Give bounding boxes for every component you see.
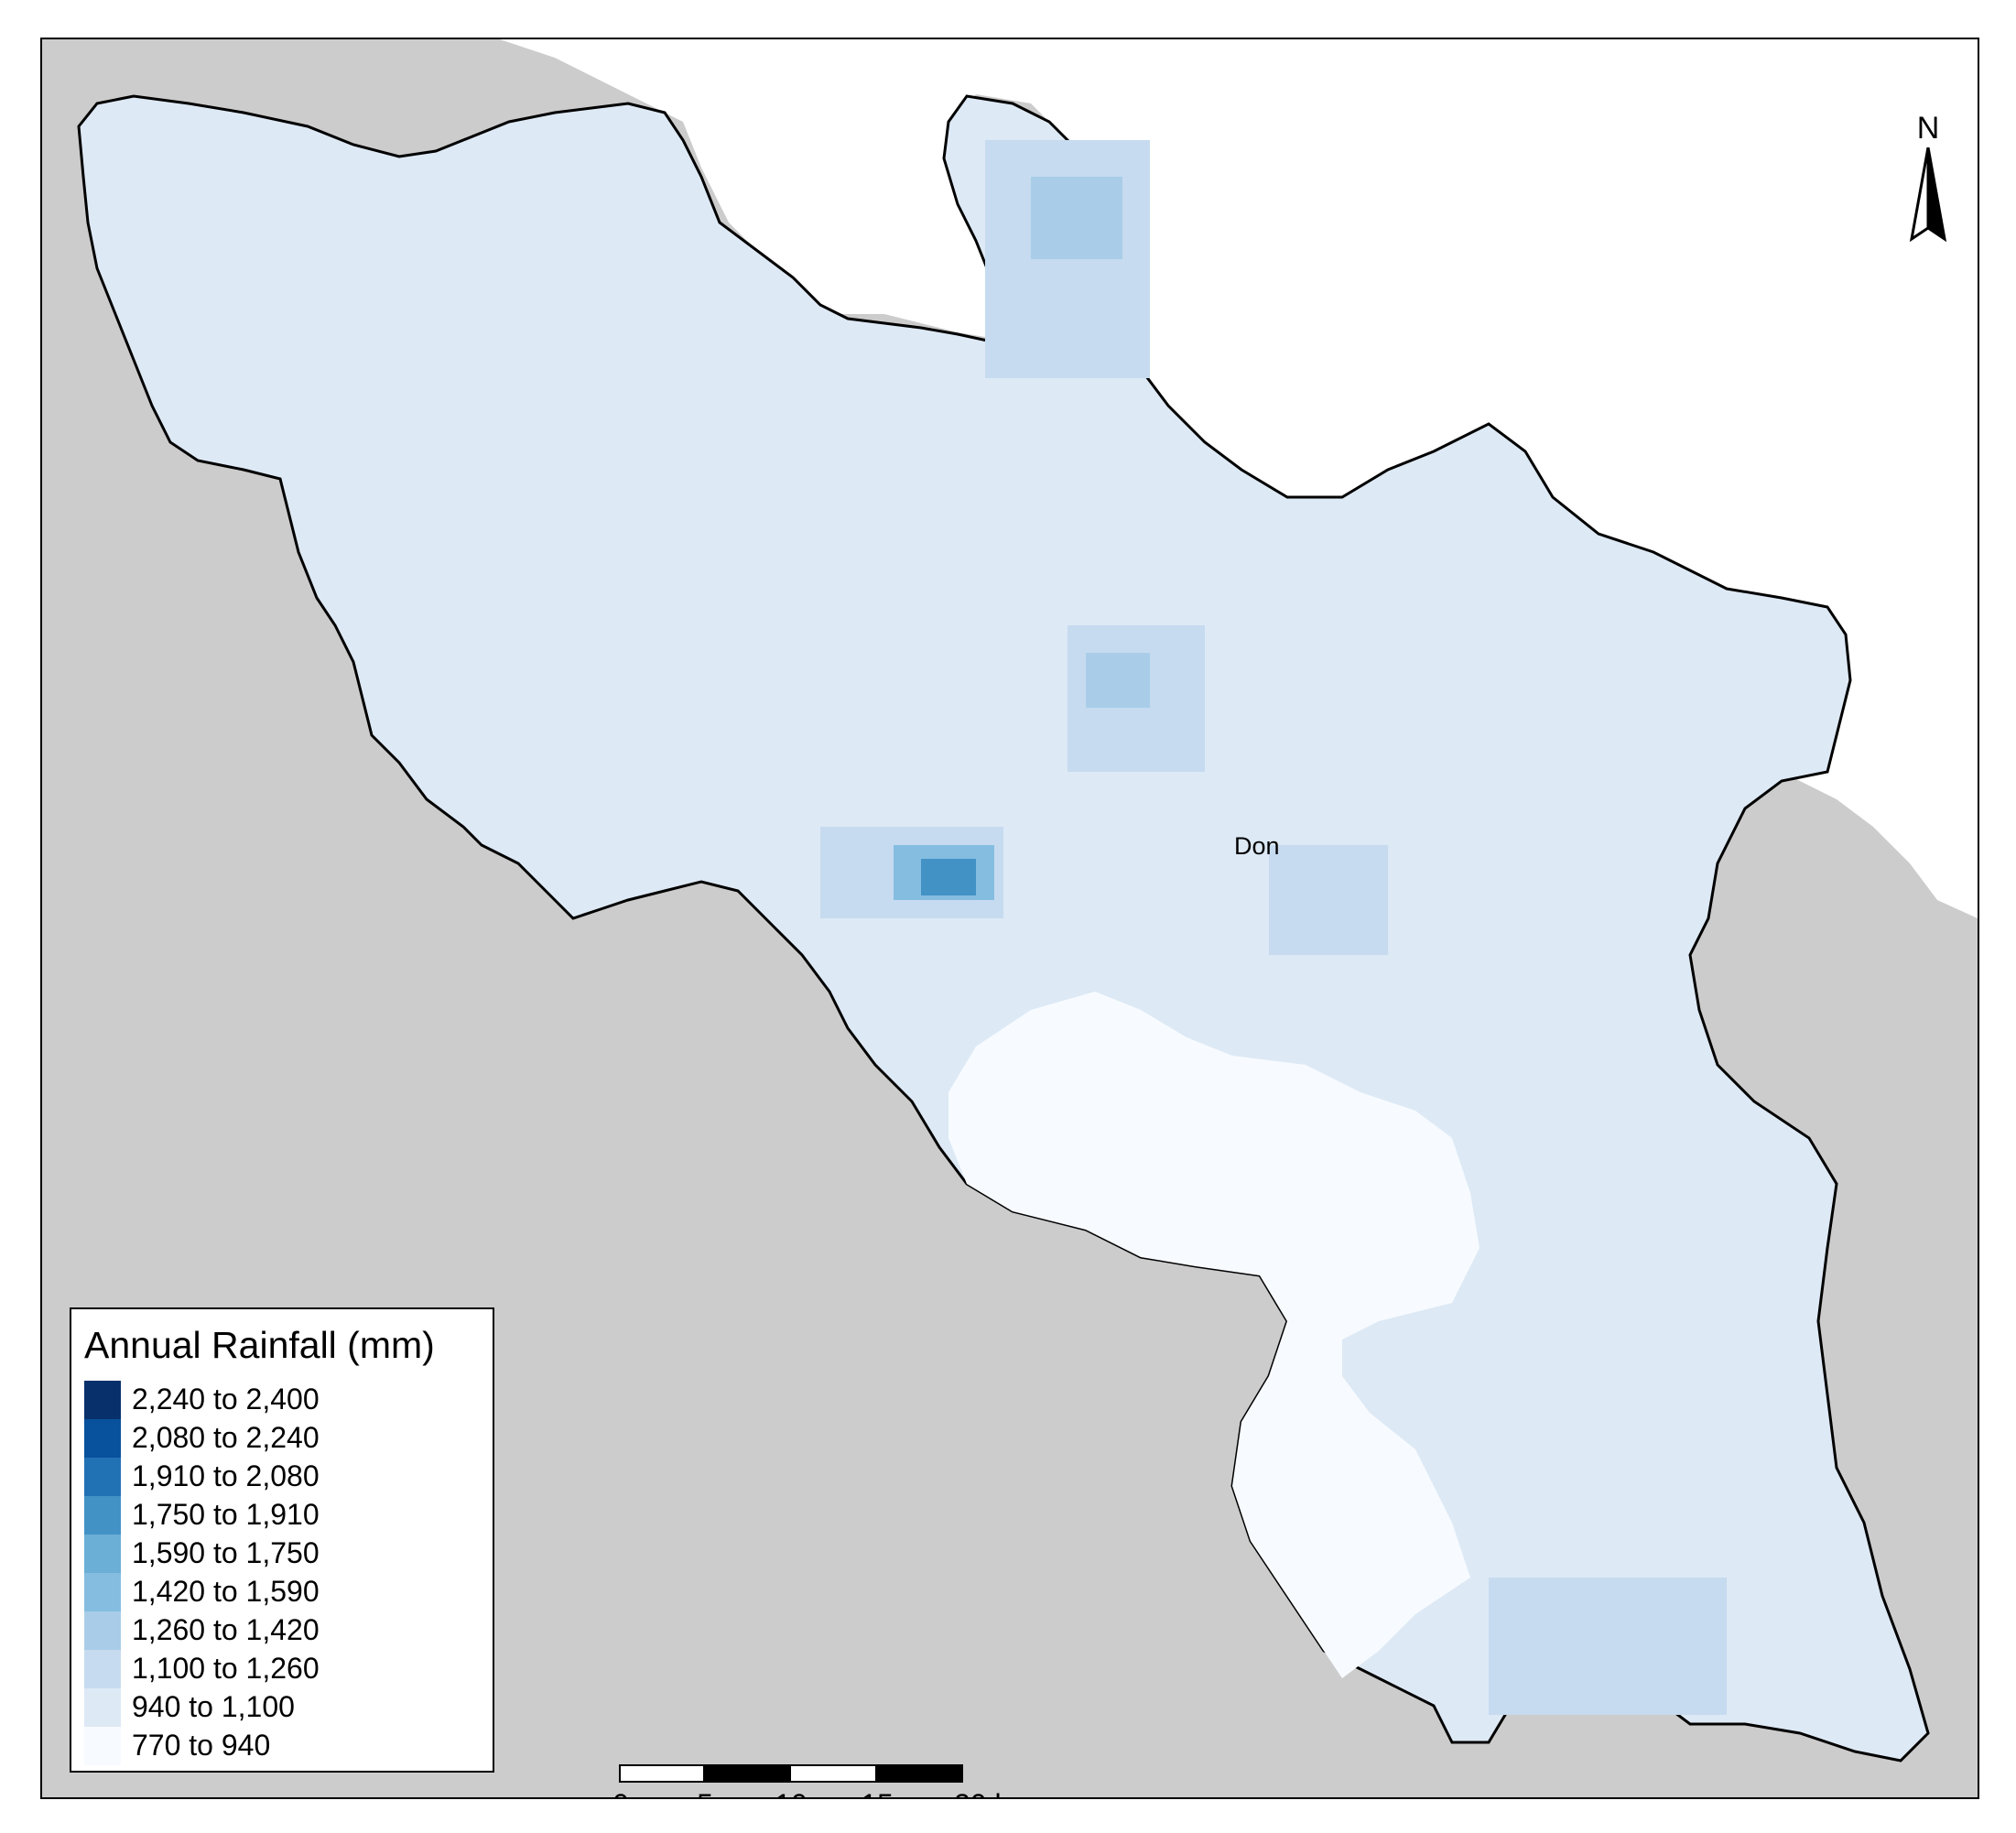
scale-bar-segment (789, 1764, 877, 1783)
legend-label: 1,100 to 1,260 (132, 1652, 320, 1685)
scale-tick-label: 20 km (954, 1788, 1034, 1797)
sea (390, 39, 1978, 918)
legend-label: 770 to 940 (132, 1729, 271, 1762)
legend-label: 940 to 1,100 (132, 1690, 295, 1723)
legend-swatch (84, 1573, 121, 1611)
wet-patch (1489, 1578, 1727, 1715)
legend-item: 1,590 to 1,750 (84, 1535, 478, 1573)
legend-swatch (84, 1419, 121, 1458)
legend-swatch (84, 1458, 121, 1496)
legend-swatch (84, 1611, 121, 1650)
legend-label: 1,750 to 1,910 (132, 1498, 320, 1531)
place-label-don: Don (1234, 832, 1280, 860)
north-label: N (1916, 111, 1940, 146)
legend-item: 770 to 940 (84, 1727, 478, 1765)
legend-item: 1,910 to 2,080 (84, 1458, 478, 1496)
dry-zone (948, 992, 1479, 1678)
legend: Annual Rainfall (mm) 2,240 to 2,400 2,08… (70, 1307, 494, 1773)
legend-item: 1,100 to 1,260 (84, 1650, 478, 1688)
legend-item: 2,080 to 2,240 (84, 1419, 478, 1458)
north-arrow: N (1901, 111, 1956, 248)
scale-tick-label: 10 (775, 1788, 807, 1797)
legend-item: 1,420 to 1,590 (84, 1573, 478, 1611)
legend-label: 1,910 to 2,080 (132, 1459, 320, 1492)
wet-core (921, 859, 976, 895)
scale-tick-label: 0 (612, 1788, 629, 1797)
wet-patch (1269, 845, 1388, 955)
legend-item: 1,750 to 1,910 (84, 1496, 478, 1535)
scale-bar-segment (703, 1764, 791, 1783)
legend-label: 2,080 to 2,240 (132, 1421, 320, 1454)
legend-label: 1,420 to 1,590 (132, 1575, 320, 1608)
legend-swatch (84, 1496, 121, 1535)
legend-title: Annual Rainfall (mm) (84, 1324, 435, 1366)
scale-bar: 0 5 10 15 20 km (612, 1764, 1034, 1797)
legend-label: 1,590 to 1,750 (132, 1536, 320, 1569)
north-arrow-icon (1909, 147, 1947, 243)
legend-swatch (84, 1727, 121, 1765)
wet-core (1086, 653, 1150, 708)
legend-swatch (84, 1688, 121, 1727)
legend-swatch (84, 1535, 121, 1573)
legend-label: 1,260 to 1,420 (132, 1613, 320, 1646)
legend-item: 2,240 to 2,400 (84, 1381, 478, 1419)
wet-core (1031, 177, 1122, 259)
legend-swatch (84, 1381, 121, 1419)
scale-tick-label: 15 (861, 1788, 894, 1797)
catchment-area (77, 94, 1930, 1762)
legend-swatch (84, 1650, 121, 1688)
scale-tick-label: 5 (697, 1788, 713, 1797)
scale-bar-segment (875, 1764, 963, 1783)
legend-label: 2,240 to 2,400 (132, 1383, 320, 1415)
scale-bar-segment (619, 1764, 705, 1783)
legend-item: 1,260 to 1,420 (84, 1611, 478, 1650)
legend-item: 940 to 1,100 (84, 1688, 478, 1727)
